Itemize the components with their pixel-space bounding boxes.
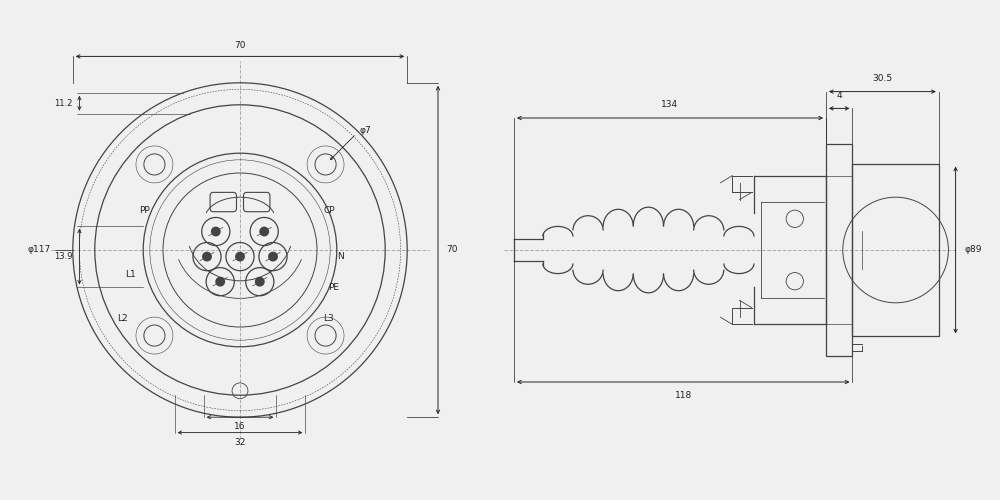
- Text: 118: 118: [675, 390, 692, 400]
- Circle shape: [203, 252, 211, 261]
- Text: L2: L2: [117, 314, 127, 322]
- Text: PE: PE: [328, 283, 339, 292]
- Circle shape: [260, 228, 268, 235]
- Text: L1: L1: [126, 270, 136, 278]
- Text: φ117: φ117: [28, 246, 51, 254]
- Text: 16: 16: [234, 422, 246, 432]
- Text: 30.5: 30.5: [872, 74, 892, 83]
- Circle shape: [212, 228, 220, 235]
- Text: 70: 70: [234, 41, 246, 50]
- Text: 134: 134: [661, 100, 679, 110]
- Text: 11.2: 11.2: [54, 98, 73, 108]
- Text: φ7: φ7: [360, 126, 372, 134]
- Text: 32: 32: [234, 438, 246, 447]
- Bar: [852, 164, 939, 336]
- Text: L3: L3: [324, 314, 334, 322]
- Text: CP: CP: [324, 206, 335, 215]
- Text: φ89: φ89: [964, 246, 982, 254]
- Circle shape: [236, 252, 244, 261]
- Text: 4: 4: [836, 91, 842, 100]
- Circle shape: [256, 278, 264, 286]
- Text: PP: PP: [139, 206, 150, 215]
- Text: N: N: [337, 252, 344, 261]
- Text: 13.9: 13.9: [54, 252, 73, 261]
- Circle shape: [269, 252, 277, 261]
- Circle shape: [216, 278, 224, 286]
- Text: 70: 70: [446, 246, 457, 254]
- Bar: [826, 144, 852, 356]
